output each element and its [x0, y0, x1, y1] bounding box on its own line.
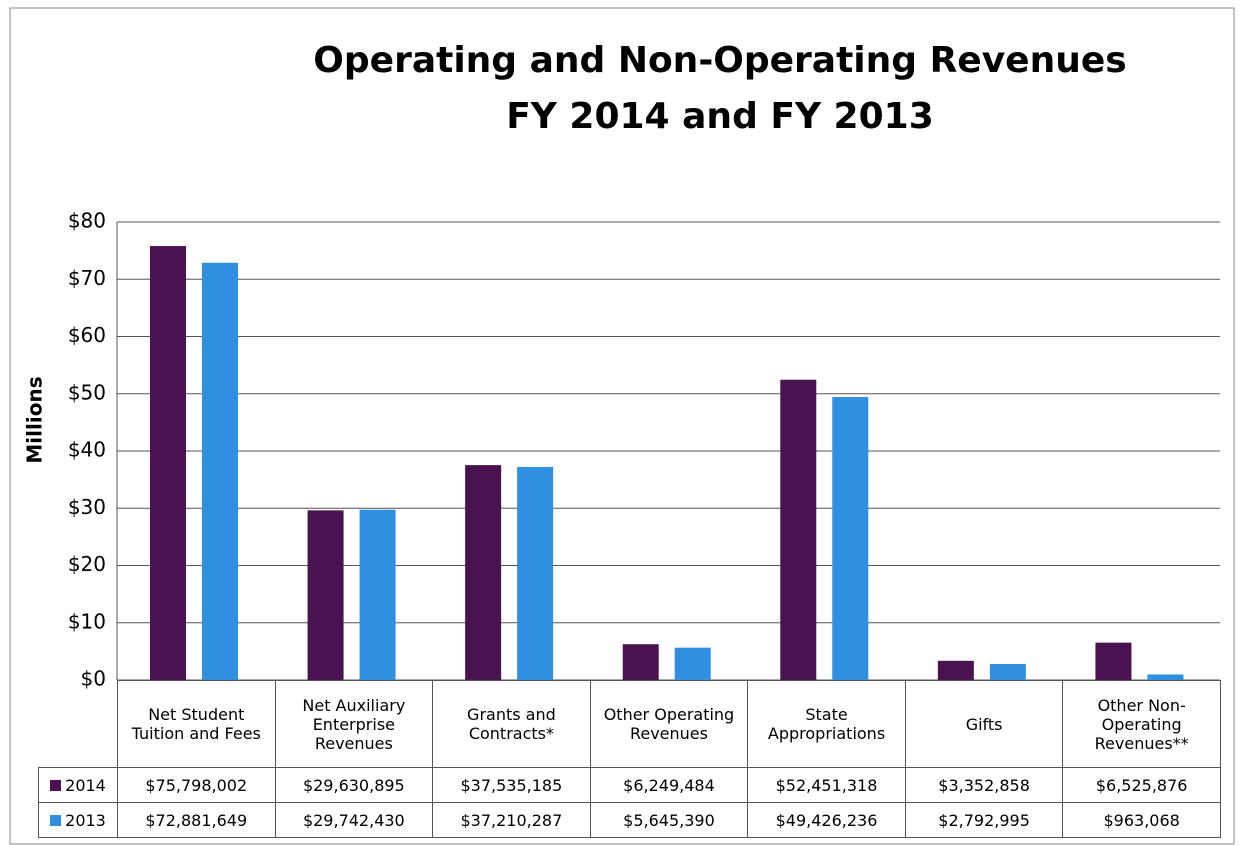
y-tick-label: $30 — [68, 495, 106, 519]
legend-key — [50, 814, 62, 826]
value-row: 2014 $75,798,002 $29,630,895 $37,535,185 $6,… — [38, 767, 1221, 803]
category-label: State Appropriations — [747, 680, 906, 768]
bar — [937, 660, 974, 680]
legend-label: 2014 — [65, 775, 106, 795]
legend-label: 2013 — [65, 810, 106, 830]
value-label: $37,535,185 — [432, 767, 591, 803]
category-row: Net Student Tuition and Fees Net Auxiliar… — [38, 680, 1221, 768]
value-label: $5,645,390 — [589, 802, 749, 838]
value-label: $75,798,002 — [117, 767, 276, 803]
y-tick-label: $60 — [68, 323, 106, 347]
bar — [622, 644, 659, 680]
corner — [38, 680, 118, 768]
data-table: Net Student Tuition and Fees Net Auxiliar… — [38, 680, 1221, 838]
bar — [1095, 642, 1132, 680]
value-label: $6,525,876 — [1062, 767, 1221, 803]
value-label: $29,630,895 — [274, 767, 434, 803]
category-label: Other Non-Operating Revenues** — [1062, 680, 1221, 768]
chart-border — [9, 7, 1235, 845]
bar — [517, 466, 554, 680]
value-label: $49,426,236 — [747, 802, 906, 838]
value-label: $6,249,484 — [589, 767, 749, 803]
category-label: Net Auxiliary Enterprise Revenues — [274, 680, 434, 768]
bar — [989, 664, 1026, 680]
bar — [359, 509, 396, 680]
bar — [1147, 674, 1184, 680]
y-tick-label: $10 — [68, 609, 106, 633]
y-tick-label: $80 — [68, 209, 106, 233]
bar — [150, 246, 186, 680]
category-label: Grants and Contracts* — [432, 680, 591, 768]
y-tick-label: $50 — [68, 380, 106, 404]
bar — [307, 510, 344, 680]
value-label: $2,792,995 — [904, 802, 1064, 838]
chart-subtitle: FY 2014 and FY 2013 — [506, 96, 934, 137]
category-label: Gifts — [904, 680, 1064, 768]
category-label: Other Operating Revenues — [589, 680, 749, 768]
y-tick-label: $40 — [68, 438, 106, 462]
value-row: 2013 $72,881,649 $29,742,430 $37,210,287 $5,… — [38, 802, 1221, 838]
value-label: $52,451,318 — [747, 767, 906, 803]
bar — [780, 379, 817, 680]
y-tick-label: $20 — [68, 552, 106, 576]
legend-entry: 2014 — [38, 767, 118, 803]
chart-title: Operating and Non-Operating Revenues — [313, 40, 1126, 81]
legend-key — [50, 779, 62, 791]
value-label: $3,352,858 — [904, 767, 1064, 803]
value-label: $37,210,287 — [432, 802, 591, 838]
value-label: $29,742,430 — [274, 802, 434, 838]
y-axis-label: Millions — [23, 376, 47, 463]
bar — [832, 397, 869, 680]
bar — [202, 262, 238, 680]
value-label: $963,068 — [1062, 802, 1221, 838]
category-label: Net Student Tuition and Fees — [117, 680, 276, 768]
bar — [674, 647, 711, 680]
y-tick-label: $70 — [68, 266, 106, 290]
value-label: $72,881,649 — [117, 802, 276, 838]
legend-entry: 2013 — [38, 802, 118, 838]
bar — [465, 465, 502, 680]
